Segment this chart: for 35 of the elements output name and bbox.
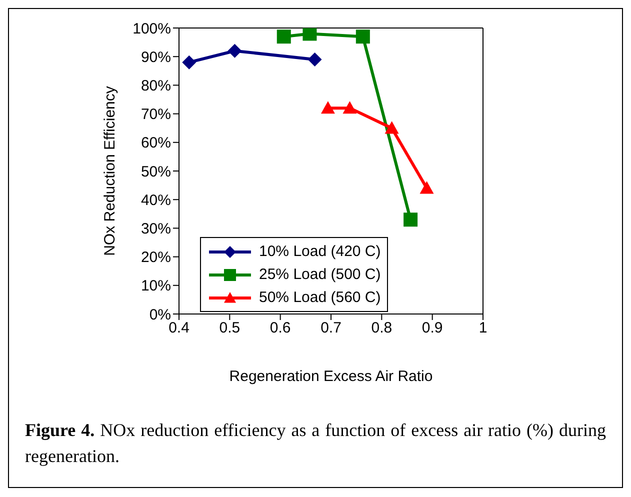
y-tick-label: 0% (149, 306, 171, 324)
point (384, 121, 399, 134)
y-tick-label: 70% (140, 106, 171, 124)
legend-label: 10% Load (420 C) (259, 243, 381, 260)
point (308, 52, 322, 66)
point (342, 101, 357, 114)
y-axis-title: NOx Reduction Efficiency (101, 86, 118, 256)
point (302, 28, 317, 41)
x-tick-label: 0.9 (422, 320, 443, 337)
point (228, 44, 242, 58)
y-tick-label: 20% (140, 249, 171, 266)
legend-label: 25% Load (500 C) (259, 266, 381, 283)
point (356, 30, 370, 44)
point (420, 181, 434, 194)
y-tick-label: 100% (132, 20, 171, 38)
y-tick-label: 90% (140, 48, 171, 66)
y-tick-label: 40% (140, 192, 171, 209)
y-tick-label: 60% (140, 134, 171, 152)
point (182, 55, 196, 70)
x-tick-label: 1 (478, 320, 488, 337)
x-axis-title: Regeneration Excess Air Ratio (229, 368, 433, 385)
point (404, 212, 418, 227)
y-tick-label: 10% (140, 278, 171, 295)
point (276, 30, 291, 44)
point (320, 101, 335, 114)
legend-label: 50% Load (560 C) (259, 289, 381, 306)
x-tick-label: 0.6 (270, 320, 291, 337)
caption: Figure 4. NOx reduction efficiency as a function of excess air ratio (%) during regeneration. (25, 419, 606, 468)
x-tick-label: 0.8 (371, 320, 392, 337)
x-tick-label: 0.5 (219, 320, 240, 337)
x-tick-label: 0.7 (320, 320, 342, 337)
y-tick-label: 50% (140, 163, 171, 180)
y-tick-label: 80% (140, 78, 171, 95)
x-tick-label: 0.4 (168, 320, 190, 337)
y-tick-label: 30% (140, 220, 171, 238)
